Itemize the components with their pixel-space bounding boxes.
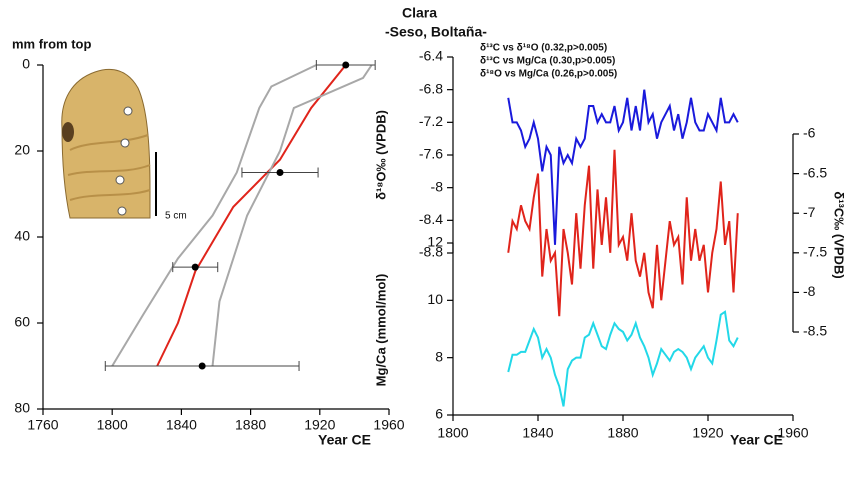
x-tick-label: 1920 xyxy=(304,417,335,433)
x-tick-label: 1800 xyxy=(97,417,128,433)
y2-axis-title: δ¹³C‰ (VPDB) xyxy=(832,191,847,278)
dating-point xyxy=(342,61,350,69)
y-tick-label: 20 xyxy=(14,142,30,158)
x-axis-title: Year CE xyxy=(730,432,783,448)
annotation: δ¹⁸O vs Mg/Ca (0.26,p>0.005) xyxy=(480,69,617,80)
chart-title: Clara xyxy=(402,5,437,21)
y2-tick-label: -6.5 xyxy=(803,164,827,180)
proxy-line xyxy=(507,149,739,317)
y2-tick-label: -7 xyxy=(803,204,816,220)
stalagmite-photo xyxy=(61,68,157,219)
dating-point xyxy=(191,263,199,271)
age-model-line xyxy=(211,64,373,367)
y-tick-label: 0 xyxy=(22,56,30,72)
proxy-line xyxy=(507,310,739,407)
y-tick-label: 80 xyxy=(14,400,30,416)
y2-tick-label: -8.5 xyxy=(803,323,827,339)
y3-tick-label: 6 xyxy=(435,406,443,422)
y-tick-label: -6.4 xyxy=(419,48,443,64)
x-tick-label: 1840 xyxy=(166,417,197,433)
y3-tick-label: 10 xyxy=(427,291,443,307)
x-tick-label: 1920 xyxy=(692,425,723,441)
scale-label: 5 cm xyxy=(165,211,187,222)
age-model-line xyxy=(111,64,317,367)
y-axis-title: mm from top xyxy=(12,36,92,51)
chart-subtitle: -Seso, Boltaña- xyxy=(385,24,487,40)
y-tick-label: -8.4 xyxy=(419,211,443,227)
x-axis-title: Year CE xyxy=(318,432,371,448)
y-tick-label: -8 xyxy=(431,178,444,194)
annotation: δ¹³C vs Mg/Ca (0.30,p>0.005) xyxy=(480,56,615,67)
annotation: δ¹³C vs δ¹⁸O (0.32,p>0.005) xyxy=(480,43,607,54)
y-tick-label: -6.8 xyxy=(419,80,443,96)
y2-tick-label: -6 xyxy=(803,125,816,141)
x-tick-label: 1960 xyxy=(373,417,404,433)
y3-tick-label: 8 xyxy=(435,348,443,364)
x-tick-label: 1840 xyxy=(522,425,553,441)
dating-point xyxy=(276,169,284,176)
proxy-line xyxy=(507,89,739,245)
dating-point xyxy=(198,362,206,370)
x-tick-label: 1880 xyxy=(607,425,638,441)
y-axis-title: δ¹⁸O‰ (VPDB) xyxy=(373,110,388,200)
age-model-line xyxy=(156,64,347,367)
x-tick-label: 1880 xyxy=(235,417,266,433)
y2-tick-label: -7.5 xyxy=(803,244,827,260)
x-tick-label: 1760 xyxy=(27,417,58,433)
x-tick-label: 1960 xyxy=(777,425,808,441)
y2-tick-label: -8 xyxy=(803,283,816,299)
y-tick-label: -7.2 xyxy=(419,113,443,129)
y3-tick-label: 12 xyxy=(427,234,443,250)
y3-axis-title: Mg/Ca (mmol/mol) xyxy=(373,274,388,387)
y-tick-label: -8.8 xyxy=(419,244,443,260)
y-tick-label: -7.6 xyxy=(419,146,443,162)
y-tick-label: 60 xyxy=(14,314,30,330)
x-tick-label: 1800 xyxy=(437,425,468,441)
y-tick-label: 40 xyxy=(14,228,30,244)
